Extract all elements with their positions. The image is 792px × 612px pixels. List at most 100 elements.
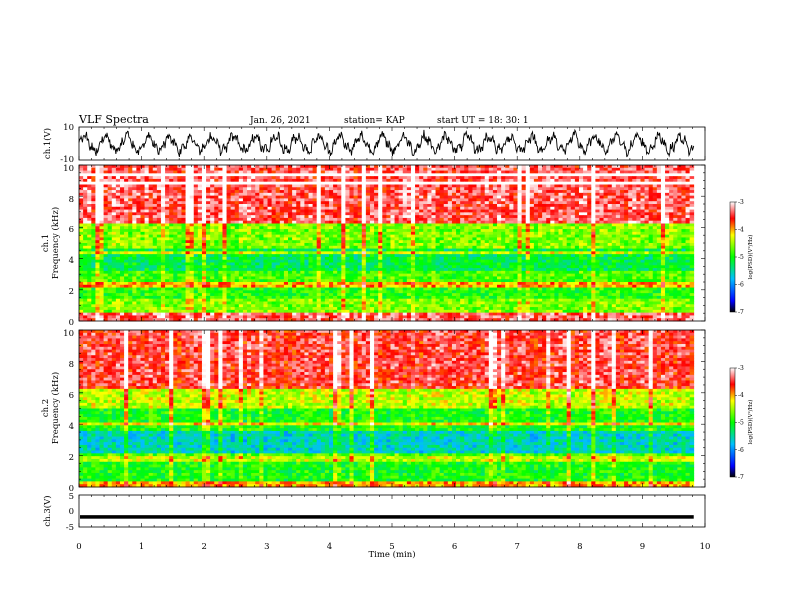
spectrogram-cell: [152, 170, 158, 174]
spectrogram-cell: [316, 170, 322, 174]
spectrogram-cell: [443, 231, 449, 236]
spectrogram-cell: [242, 237, 248, 241]
spectrogram-cell: [230, 245, 236, 249]
spectrogram-cell: [665, 201, 670, 205]
spectrogram-cell: [497, 192, 502, 197]
spectrogram-cell: [677, 198, 682, 202]
spectrogram-cell: [460, 176, 465, 180]
spectrogram-cell: [337, 231, 342, 236]
spectrogram-cell: [218, 167, 223, 171]
spectrogram-cell: [189, 173, 195, 177]
spectrogram-cell: [533, 170, 539, 174]
spectrogram-cell: [247, 176, 252, 180]
spectrogram-cell: [546, 181, 551, 185]
spectrogram-cell: [132, 245, 137, 249]
spectrogram-cell: [394, 209, 400, 213]
spectrogram-cell: [378, 190, 383, 194]
spectrogram-cell: [345, 204, 350, 208]
spectrogram-cell: [275, 190, 281, 194]
spectrogram-cell: [238, 176, 244, 180]
spectrogram-cell: [83, 209, 88, 213]
spectrogram-cell: [337, 170, 342, 174]
spectrogram-cell: [210, 229, 215, 233]
spectrogram-cell: [119, 240, 125, 244]
spectrogram-cell: [324, 190, 330, 194]
spectrogram-cell: [509, 190, 514, 194]
spectrogram-cell: [345, 209, 350, 213]
spectrogram-cell: [156, 198, 162, 202]
spectrogram-cell: [144, 254, 150, 258]
spectrogram-cell: [525, 184, 531, 188]
spectrogram-cell: [398, 217, 404, 222]
spectrogram-cell: [648, 187, 654, 191]
spectrogram-cell: [222, 167, 227, 171]
spectrogram-cell: [124, 251, 129, 255]
spectrogram-cell: [83, 223, 88, 227]
spectrogram-cell: [476, 178, 482, 183]
spectrogram-cell: [480, 204, 486, 208]
spectrogram-cell: [238, 223, 244, 227]
spectrogram-cell: [337, 254, 342, 258]
spectrogram-cell: [328, 217, 334, 222]
spectrogram-cell: [214, 223, 219, 227]
spectrogram-cell: [374, 243, 379, 247]
spectrogram-cell: [251, 223, 256, 227]
spectrogram-cell: [296, 215, 301, 219]
spectrogram-cell: [79, 217, 84, 222]
spectrogram-cell: [206, 254, 211, 258]
spectrogram-cell: [308, 231, 313, 236]
spectrogram-cell: [169, 251, 174, 255]
spectrogram-cell: [640, 251, 645, 255]
spectrogram-cell: [296, 229, 301, 233]
spectrogram-cell: [644, 167, 650, 171]
spectrogram-cell: [554, 245, 559, 249]
spectrogram-cell: [382, 234, 387, 238]
spectrogram-cell: [169, 184, 174, 188]
spectrogram-cell: [267, 251, 273, 255]
spectrogram-cell: [587, 165, 592, 169]
spectrogram-cell: [464, 226, 469, 230]
spectrogram-cell: [480, 234, 486, 238]
spectrogram-cell: [660, 165, 666, 169]
spectrogram-cell: [111, 254, 117, 258]
spectrogram-cell: [304, 176, 309, 180]
spectrogram-cell: [374, 240, 379, 244]
spectrogram-cell: [595, 234, 600, 238]
spectrogram-cell: [259, 240, 264, 244]
spectrogram-cell: [201, 223, 207, 227]
spectrogram-cell: [365, 170, 371, 174]
spectrogram-cell: [185, 229, 191, 233]
spectrogram-cell: [337, 229, 342, 233]
spectrogram-cell: [115, 165, 121, 169]
spectrogram-cell: [660, 226, 666, 230]
spectrogram-cell: [124, 237, 129, 241]
spectrogram-cell: [132, 165, 137, 169]
ch1-waveform-ticks: [78, 127, 706, 160]
spectrogram-cell: [554, 192, 559, 197]
spectrogram-cell: [255, 251, 260, 255]
spectrogram-cell: [689, 165, 695, 169]
spectrogram-cell: [587, 198, 592, 202]
spectrogram-cell: [345, 231, 350, 236]
spectrogram-cell: [128, 223, 133, 227]
spectrogram-cell: [689, 217, 695, 222]
spectrogram-cell: [656, 223, 662, 227]
spectrogram-cell: [578, 173, 584, 177]
spectrogram-cell: [103, 206, 109, 210]
spectrogram-cell: [132, 209, 137, 213]
spectrogram-cell: [468, 170, 473, 174]
spectrogram-cell: [132, 201, 137, 205]
spectrogram-cell: [333, 173, 338, 177]
spectrogram-cell: [595, 229, 600, 233]
spectrogram-cell: [591, 217, 596, 222]
spectrogram-cell: [509, 167, 514, 171]
spectrogram-cell: [390, 192, 395, 197]
spectrogram-cell: [665, 215, 670, 219]
spectrogram-cell: [144, 176, 150, 180]
spectrogram-cell: [587, 237, 592, 241]
spectrogram-cell: [185, 254, 191, 258]
spectrogram-cell: [349, 173, 354, 177]
spectrogram-cell: [365, 215, 371, 219]
spectrogram-cell: [316, 195, 322, 199]
spectrogram-cell: [218, 170, 223, 174]
